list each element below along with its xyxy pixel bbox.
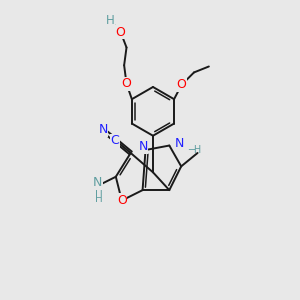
Text: H: H (106, 14, 115, 27)
Text: H: H (95, 186, 103, 196)
Text: N: N (98, 123, 108, 136)
Text: H: H (95, 194, 103, 204)
Text: O: O (117, 194, 127, 207)
Text: O: O (122, 77, 131, 90)
Text: ─H: ─H (188, 145, 202, 155)
Text: C: C (110, 134, 119, 147)
Text: N: N (175, 137, 184, 150)
Text: O: O (116, 26, 125, 38)
Text: N: N (93, 176, 102, 189)
Text: N: N (139, 140, 148, 153)
Text: O: O (177, 78, 186, 92)
